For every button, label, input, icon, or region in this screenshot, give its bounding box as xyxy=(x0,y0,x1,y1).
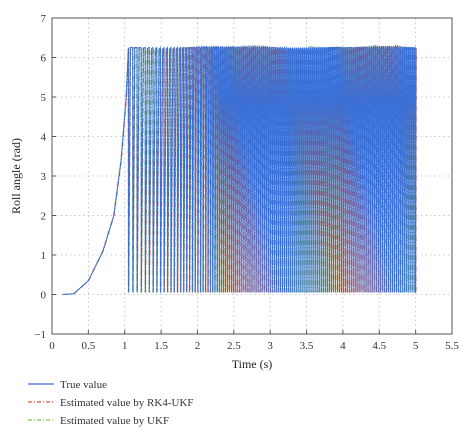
x-axis-label: Time (s) xyxy=(232,357,273,371)
x-tick-label: 4.5 xyxy=(372,340,386,352)
legend-label: Estimated value by RK4-UKF xyxy=(60,397,194,409)
x-tick-label: 2 xyxy=(195,340,201,352)
legend-label: Estimated value by UKF xyxy=(60,415,169,427)
x-tick-label: 2.5 xyxy=(227,340,241,352)
x-tick-label: 0 xyxy=(49,340,55,352)
y-tick-label: 6 xyxy=(41,53,47,65)
y-tick-label: 1 xyxy=(41,250,47,262)
plot-frame xyxy=(51,17,453,335)
y-tick-label: 5 xyxy=(41,92,47,104)
x-tick-label: 3 xyxy=(267,340,273,352)
y-tick-label: 4 xyxy=(41,132,47,144)
y-tick-label: 7 xyxy=(41,13,47,25)
x-tick-label: 4 xyxy=(340,340,346,352)
legend-label: True value xyxy=(60,379,107,391)
legend: True value Estimated value by RK4-UKF Esti… xyxy=(28,379,194,427)
x-tick-label: 5 xyxy=(413,340,419,352)
x-tick-label: 3.5 xyxy=(300,340,314,352)
y-tick-label: 2 xyxy=(41,211,47,223)
x-tick-label: 0.5 xyxy=(81,340,95,352)
y-tick-label: 3 xyxy=(41,171,47,183)
y-tick-label: 0 xyxy=(41,290,47,302)
x-tick-label: 5.5 xyxy=(445,340,459,352)
y-axis-label: Roll angle (rad) xyxy=(9,138,23,214)
x-tick-label: 1 xyxy=(122,340,128,352)
x-tick-label: 1.5 xyxy=(154,340,168,352)
series-lines xyxy=(62,44,417,295)
y-tick-label: −1 xyxy=(34,329,46,341)
series-line-0 xyxy=(62,44,417,295)
